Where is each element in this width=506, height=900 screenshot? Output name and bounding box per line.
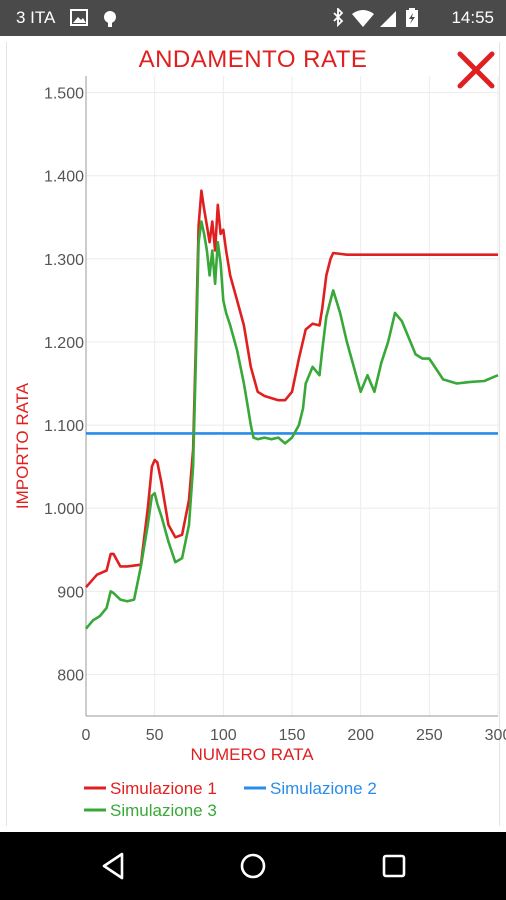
x-axis-title: NUMERO RATA [190, 745, 314, 764]
x-tick-label: 300 [485, 727, 506, 744]
home-button[interactable] [237, 850, 269, 882]
carrier-label: 3 ITA [16, 8, 56, 27]
battery-icon [406, 8, 418, 27]
android-debug-icon [104, 11, 116, 27]
x-tick-label: 50 [146, 727, 164, 744]
status-right-icons [330, 6, 430, 33]
y-tick-label: 1.100 [44, 418, 84, 435]
x-tick-label: 200 [347, 727, 374, 744]
y-tick-label: 1.000 [44, 501, 84, 518]
series-line-3 [85, 220, 499, 630]
legend-label: Simulazione 1 [110, 779, 217, 798]
x-tick-label: 250 [416, 727, 443, 744]
recents-icon [382, 854, 406, 878]
status-left-icons [70, 8, 120, 33]
legend-label: Simulazione 3 [110, 801, 217, 820]
line-chart: 800 900 1.000 1.100 1.200 1.300 1.400 1.500 0 50 1… [13, 76, 506, 820]
dialog-frame [6, 42, 500, 826]
wifi-icon [352, 10, 374, 27]
image-icon [70, 9, 88, 26]
close-x-icon [457, 51, 495, 89]
chart-dialog: ANDAMENTO RATE 800 900 1.000 1.100 1.200 1.30… [0, 36, 506, 832]
close-button[interactable] [454, 48, 498, 92]
navigation-bar [0, 832, 506, 900]
y-tick-label: 1.300 [44, 252, 84, 269]
y-tick-label: 1.400 [44, 169, 84, 186]
y-tick-label: 900 [57, 584, 84, 601]
x-tick-label: 0 [82, 727, 91, 744]
status-bar: 3 ITA [0, 0, 506, 36]
y-axis-title: IMPORTO RATA [13, 382, 32, 509]
x-tick-label: 150 [279, 727, 306, 744]
signal-icon [380, 11, 396, 27]
legend-label: Simulazione 2 [270, 779, 377, 798]
back-icon [102, 852, 124, 880]
y-tick-label: 1.200 [44, 335, 84, 352]
status-clock: 14:55 [451, 8, 494, 27]
recents-button[interactable] [378, 850, 410, 882]
bluetooth-icon [333, 6, 344, 28]
chart-title: ANDAMENTO RATE [138, 46, 368, 73]
y-tick-label: 800 [57, 667, 84, 684]
home-icon [240, 853, 266, 879]
x-tick-label: 100 [210, 727, 237, 744]
y-tick-label: 1.500 [44, 86, 84, 103]
back-button[interactable] [98, 850, 130, 882]
series-line-1 [85, 189, 498, 589]
